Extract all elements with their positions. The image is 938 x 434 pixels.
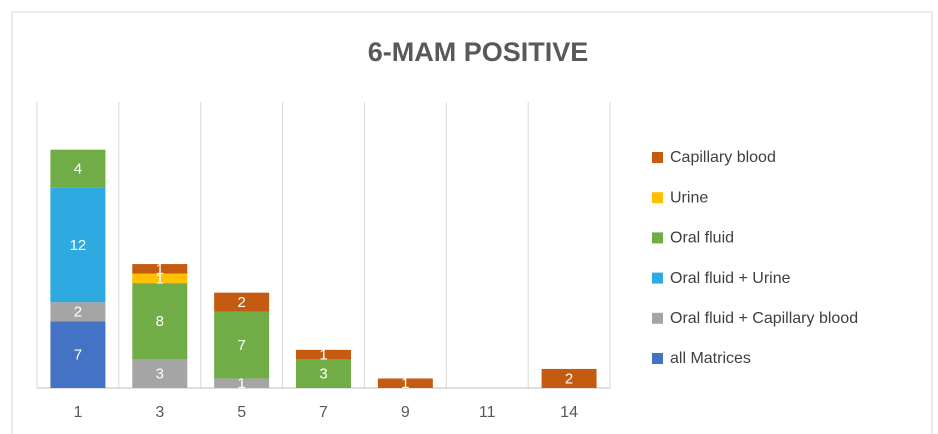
bar-segment [132,283,188,360]
data-label: 7 [74,347,82,364]
legend-swatch [652,272,663,284]
legend-label: all Matrices [670,350,751,367]
data-label: 2 [565,370,573,387]
bar-segment [50,149,106,188]
legend-swatch [652,312,663,324]
x-tick-label: 3 [155,404,164,421]
bar-segment [296,359,351,388]
bar-segment [50,187,106,303]
bar-segment [50,321,106,388]
legend-label: Urine [670,189,708,206]
data-label: 1 [319,347,327,364]
x-tick-label: 14 [560,404,578,421]
data-label: 4 [74,161,82,178]
data-label: 1 [156,261,164,278]
bar-segment [50,302,106,322]
data-label: 1 [237,375,245,392]
x-tick-label: 1 [73,404,82,421]
x-tick-label: 9 [401,404,410,421]
bar-segment [132,264,188,274]
data-label: 1 [156,270,164,287]
data-label: 3 [319,366,327,383]
bar-segment [541,368,597,388]
bar-segment [132,273,188,284]
x-tick-label: 11 [479,404,496,421]
x-tick-label: 5 [237,404,246,421]
legend-swatch [652,232,663,244]
x-tick-label: 7 [319,404,328,421]
legend-swatch [652,192,663,204]
bar-segment [296,349,351,360]
legend-label: Oral fluid [670,230,734,247]
legend-swatch [652,353,663,364]
bar-segment [377,378,433,388]
bar-segment [214,378,270,388]
bar-segment [214,311,270,379]
data-label: 2 [74,304,82,321]
data-label: 8 [156,313,164,330]
bar-segment [132,359,188,388]
legend-label: Oral fluid + Urine [670,270,791,287]
data-label: 7 [237,337,245,354]
bar-segment [214,292,270,312]
data-label: 3 [156,366,164,383]
data-label: 2 [237,294,245,311]
legend-swatch [652,152,663,163]
legend-label: Oral fluid + Capillary blood [670,310,858,327]
data-label: 1 [401,375,409,392]
data-label: 12 [70,237,87,254]
chart-title: 6-MAM POSITIVE [368,37,589,67]
legend-label: Capillary blood [670,149,776,166]
